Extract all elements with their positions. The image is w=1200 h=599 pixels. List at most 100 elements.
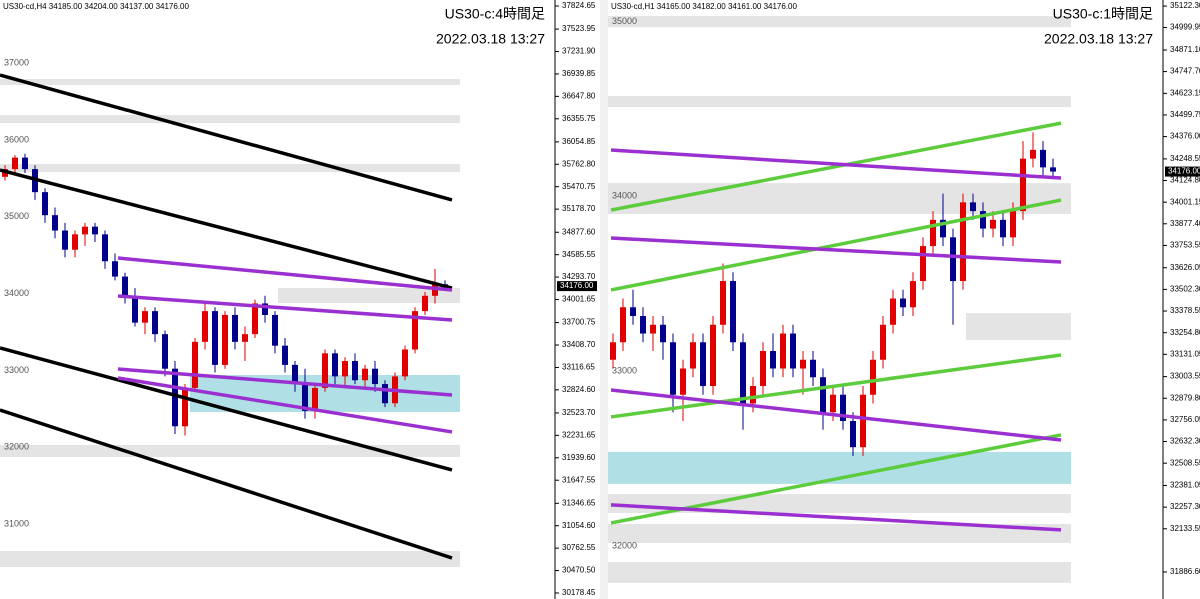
candle-body (740, 342, 746, 404)
candle-body (680, 368, 686, 395)
y-tick-label: 35178.70 (562, 204, 596, 213)
candle-body (92, 226, 98, 235)
candle-body (930, 219, 936, 247)
candle-body (860, 394, 866, 448)
y-tick-label: 33003.55 (1170, 372, 1200, 381)
candle-body (232, 314, 238, 342)
zone (0, 551, 460, 567)
y-tick-label: 34499.75 (1170, 110, 1200, 119)
candle-body (810, 359, 816, 378)
y-tick-label: 34248.55 (1170, 154, 1200, 163)
candle-body (412, 311, 418, 350)
panel-divider (600, 0, 608, 599)
trend-line (0, 73, 453, 202)
candle-body (172, 368, 178, 427)
candle-body (980, 211, 986, 229)
level-label: 36000 (4, 134, 29, 144)
candle-body (202, 311, 208, 342)
candle-body (920, 246, 926, 282)
candle-body (970, 202, 976, 212)
level-label: 35000 (612, 16, 637, 26)
y-tick-label: 33116.65 (562, 363, 595, 372)
trend-line (117, 256, 453, 292)
level-label: 33000 (612, 366, 637, 376)
y-tick-label: 35122.30 (1170, 1, 1200, 10)
trend-line (117, 376, 453, 434)
y-tick-label: 33877.40 (1170, 219, 1200, 228)
y-tick-label: 33626.05 (1170, 263, 1200, 272)
level-label: 37000 (4, 58, 29, 68)
chart-info: US30-cd,H4 34185.00 34204.00 34137.00 34… (3, 2, 189, 11)
y-tick-label: 34747.70 (1170, 67, 1200, 76)
y-tick-label: 31346.65 (562, 498, 596, 507)
candle-body (122, 276, 128, 296)
candle-body (302, 384, 308, 411)
candle-body (910, 281, 916, 308)
timestamp: 2022.03.18 13:27 (1044, 31, 1153, 47)
candle-body (750, 385, 756, 404)
candle-body (162, 334, 168, 369)
trend-line (610, 121, 1062, 212)
candle-body (102, 234, 108, 262)
y-tick-label: 32824.60 (562, 385, 596, 394)
y-tick-label: 33502.30 (1170, 285, 1200, 294)
zone (0, 164, 460, 173)
y-tick-label: 32381.05 (1170, 481, 1200, 490)
y-tick-label: 34585.55 (562, 250, 596, 259)
candle-body (790, 333, 796, 369)
candle-body (770, 351, 776, 369)
candle-body (222, 314, 228, 365)
trend-line (610, 353, 1062, 419)
trend-line (610, 388, 1062, 442)
trend-line (610, 148, 1062, 180)
y-tick-label: 32756.05 (1170, 415, 1200, 424)
candle-body (1010, 211, 1016, 238)
candle-body (1050, 167, 1056, 172)
zone (0, 78, 460, 86)
candle-body (1030, 149, 1036, 159)
y-tick-label: 34871.10 (1170, 45, 1200, 54)
candle-body (72, 234, 78, 250)
candle-body (1020, 158, 1026, 212)
trend-line (610, 236, 1062, 264)
candle-body (820, 377, 826, 413)
candle-body (1000, 219, 1006, 238)
current-price-box (1165, 166, 1200, 177)
candle-body (670, 342, 676, 395)
y-tick-label: 37824.65 (562, 1, 596, 10)
candle-body (780, 333, 786, 369)
candle-body (332, 353, 338, 377)
y-tick-label: 31939.60 (562, 453, 596, 462)
candle-body (990, 219, 996, 229)
candle-body (192, 341, 198, 388)
candle-body (900, 298, 906, 308)
candle-body (322, 353, 328, 388)
y-tick-label: 32257.30 (1170, 502, 1200, 511)
y-tick-label: 34001.15 (1170, 197, 1200, 206)
y-tick-label: 30178.45 (562, 588, 596, 597)
y-tick-label: 33753.55 (1170, 241, 1200, 250)
y-tick-label: 33408.70 (562, 340, 596, 349)
trend-line (117, 367, 453, 397)
y-tick-label: 30470.50 (562, 566, 596, 575)
candle-body (252, 303, 258, 335)
candle-body (352, 361, 358, 381)
y-tick-label: 33131.05 (1170, 349, 1200, 358)
y-tick-label: 34999.95 (1170, 23, 1200, 32)
candle-body (630, 307, 636, 317)
candle-body (720, 281, 726, 325)
y-tick-label: 32231.65 (562, 430, 596, 439)
candle-body (52, 215, 58, 231)
candle-body (620, 307, 626, 343)
zone (608, 96, 1071, 108)
y-tick-label: 31647.55 (562, 475, 596, 484)
zone (608, 523, 1071, 544)
trend-line (0, 346, 453, 472)
y-tick-label: 34623.15 (1170, 88, 1200, 97)
y-tick-label: 34124.80 (1170, 176, 1200, 185)
candle-body (142, 311, 148, 323)
level-label: 35000 (4, 211, 29, 221)
y-tick-label: 31886.60 (1170, 567, 1200, 576)
candle-body (292, 364, 298, 385)
trend-line (117, 294, 453, 322)
